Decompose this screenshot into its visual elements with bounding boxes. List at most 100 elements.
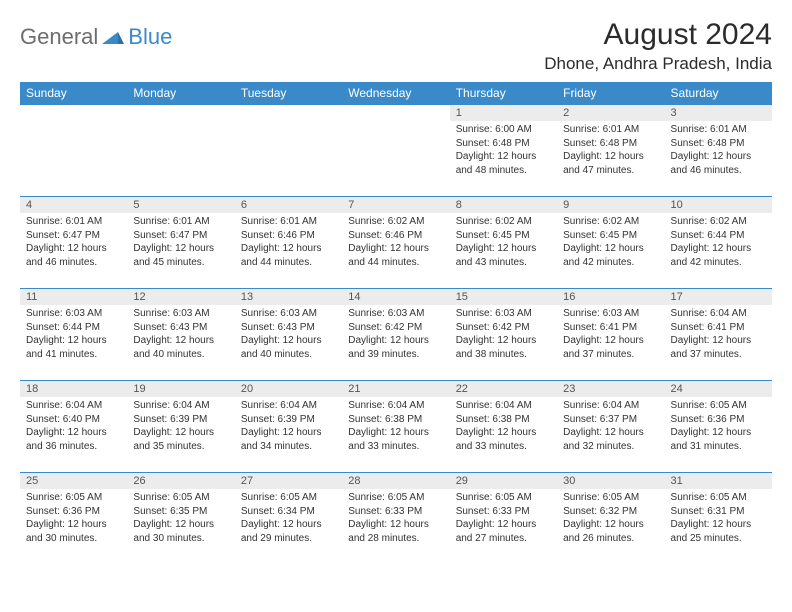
calendar-row: 25Sunrise: 6:05 AMSunset: 6:36 PMDayligh… [20,473,772,565]
day-number: 1 [450,105,557,121]
day-cell: 21Sunrise: 6:04 AMSunset: 6:38 PMDayligh… [342,381,449,473]
empty-cell [235,105,342,197]
day-number: 15 [450,289,557,305]
daylight-line: Daylight: 12 hours and 33 minutes. [456,426,553,453]
dow-friday: Friday [557,82,664,105]
daylight-line: Daylight: 12 hours and 31 minutes. [671,426,768,453]
dow-thursday: Thursday [450,82,557,105]
calendar-body: 1Sunrise: 6:00 AMSunset: 6:48 PMDaylight… [20,105,772,565]
sunset-line: Sunset: 6:38 PM [456,413,553,427]
day-number: 13 [235,289,342,305]
sunrise-line: Sunrise: 6:03 AM [26,307,123,321]
calendar-row: 18Sunrise: 6:04 AMSunset: 6:40 PMDayligh… [20,381,772,473]
day-cell: 24Sunrise: 6:05 AMSunset: 6:36 PMDayligh… [665,381,772,473]
day-of-week-row: Sunday Monday Tuesday Wednesday Thursday… [20,82,772,105]
daylight-line: Daylight: 12 hours and 46 minutes. [26,242,123,269]
dow-sunday: Sunday [20,82,127,105]
page-title: August 2024 [544,18,772,52]
day-details: Sunrise: 6:03 AMSunset: 6:42 PMDaylight:… [450,305,557,363]
daylight-line: Daylight: 12 hours and 46 minutes. [671,150,768,177]
sunrise-line: Sunrise: 6:05 AM [671,399,768,413]
day-cell: 12Sunrise: 6:03 AMSunset: 6:43 PMDayligh… [127,289,234,381]
brand-mark-icon [102,24,124,50]
sunrise-line: Sunrise: 6:05 AM [671,491,768,505]
sunrise-line: Sunrise: 6:04 AM [26,399,123,413]
dow-saturday: Saturday [665,82,772,105]
day-cell: 9Sunrise: 6:02 AMSunset: 6:45 PMDaylight… [557,197,664,289]
calendar-row: 1Sunrise: 6:00 AMSunset: 6:48 PMDaylight… [20,105,772,197]
calendar-table: Sunday Monday Tuesday Wednesday Thursday… [20,82,772,565]
sunrise-line: Sunrise: 6:04 AM [671,307,768,321]
daylight-line: Daylight: 12 hours and 43 minutes. [456,242,553,269]
sunset-line: Sunset: 6:37 PM [563,413,660,427]
day-details: Sunrise: 6:01 AMSunset: 6:47 PMDaylight:… [20,213,127,271]
sunset-line: Sunset: 6:48 PM [671,137,768,151]
day-details: Sunrise: 6:01 AMSunset: 6:46 PMDaylight:… [235,213,342,271]
sunset-line: Sunset: 6:44 PM [671,229,768,243]
sunrise-line: Sunrise: 6:04 AM [241,399,338,413]
day-number: 11 [20,289,127,305]
daylight-line: Daylight: 12 hours and 48 minutes. [456,150,553,177]
day-number: 19 [127,381,234,397]
day-details: Sunrise: 6:02 AMSunset: 6:45 PMDaylight:… [557,213,664,271]
calendar-row: 4Sunrise: 6:01 AMSunset: 6:47 PMDaylight… [20,197,772,289]
sunset-line: Sunset: 6:35 PM [133,505,230,519]
day-cell: 19Sunrise: 6:04 AMSunset: 6:39 PMDayligh… [127,381,234,473]
day-number: 8 [450,197,557,213]
sunset-line: Sunset: 6:36 PM [671,413,768,427]
day-number: 23 [557,381,664,397]
daylight-line: Daylight: 12 hours and 45 minutes. [133,242,230,269]
day-number: 31 [665,473,772,489]
day-number: 29 [450,473,557,489]
sunset-line: Sunset: 6:34 PM [241,505,338,519]
day-number: 30 [557,473,664,489]
day-cell: 11Sunrise: 6:03 AMSunset: 6:44 PMDayligh… [20,289,127,381]
sunrise-line: Sunrise: 6:01 AM [241,215,338,229]
day-number: 22 [450,381,557,397]
sunrise-line: Sunrise: 6:01 AM [26,215,123,229]
sunrise-line: Sunrise: 6:03 AM [563,307,660,321]
daylight-line: Daylight: 12 hours and 47 minutes. [563,150,660,177]
sunrise-line: Sunrise: 6:03 AM [456,307,553,321]
day-details: Sunrise: 6:00 AMSunset: 6:48 PMDaylight:… [450,121,557,179]
day-number: 26 [127,473,234,489]
day-details: Sunrise: 6:05 AMSunset: 6:35 PMDaylight:… [127,489,234,547]
day-number: 12 [127,289,234,305]
day-cell: 7Sunrise: 6:02 AMSunset: 6:46 PMDaylight… [342,197,449,289]
day-details: Sunrise: 6:03 AMSunset: 6:43 PMDaylight:… [127,305,234,363]
day-details: Sunrise: 6:04 AMSunset: 6:41 PMDaylight:… [665,305,772,363]
day-cell: 30Sunrise: 6:05 AMSunset: 6:32 PMDayligh… [557,473,664,565]
day-details: Sunrise: 6:05 AMSunset: 6:32 PMDaylight:… [557,489,664,547]
sunset-line: Sunset: 6:42 PM [348,321,445,335]
daylight-line: Daylight: 12 hours and 44 minutes. [348,242,445,269]
day-details: Sunrise: 6:05 AMSunset: 6:36 PMDaylight:… [665,397,772,455]
day-number: 18 [20,381,127,397]
day-details: Sunrise: 6:05 AMSunset: 6:34 PMDaylight:… [235,489,342,547]
daylight-line: Daylight: 12 hours and 25 minutes. [671,518,768,545]
day-cell: 13Sunrise: 6:03 AMSunset: 6:43 PMDayligh… [235,289,342,381]
sunrise-line: Sunrise: 6:05 AM [133,491,230,505]
day-cell: 15Sunrise: 6:03 AMSunset: 6:42 PMDayligh… [450,289,557,381]
daylight-line: Daylight: 12 hours and 42 minutes. [671,242,768,269]
day-number [127,105,234,121]
day-details: Sunrise: 6:02 AMSunset: 6:44 PMDaylight:… [665,213,772,271]
sunrise-line: Sunrise: 6:00 AM [456,123,553,137]
calendar-row: 11Sunrise: 6:03 AMSunset: 6:44 PMDayligh… [20,289,772,381]
day-cell: 2Sunrise: 6:01 AMSunset: 6:48 PMDaylight… [557,105,664,197]
day-cell: 25Sunrise: 6:05 AMSunset: 6:36 PMDayligh… [20,473,127,565]
sunset-line: Sunset: 6:47 PM [26,229,123,243]
sunrise-line: Sunrise: 6:04 AM [456,399,553,413]
day-number: 25 [20,473,127,489]
sunrise-line: Sunrise: 6:02 AM [671,215,768,229]
title-block: August 2024 Dhone, Andhra Pradesh, India [544,18,772,74]
day-cell: 31Sunrise: 6:05 AMSunset: 6:31 PMDayligh… [665,473,772,565]
sunset-line: Sunset: 6:48 PM [456,137,553,151]
day-cell: 23Sunrise: 6:04 AMSunset: 6:37 PMDayligh… [557,381,664,473]
day-number: 2 [557,105,664,121]
daylight-line: Daylight: 12 hours and 27 minutes. [456,518,553,545]
sunset-line: Sunset: 6:40 PM [26,413,123,427]
dow-wednesday: Wednesday [342,82,449,105]
day-number: 24 [665,381,772,397]
day-number: 4 [20,197,127,213]
sunrise-line: Sunrise: 6:02 AM [348,215,445,229]
